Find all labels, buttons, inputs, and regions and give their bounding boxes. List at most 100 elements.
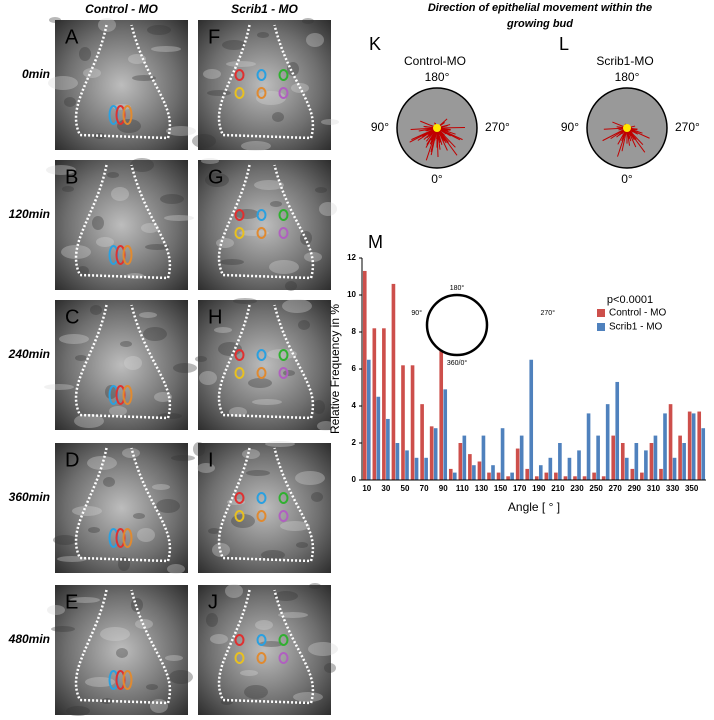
tissue-texture (214, 327, 232, 333)
tissue-texture (222, 40, 246, 50)
tissue-texture (74, 414, 104, 428)
tracked-cell (256, 349, 267, 361)
tracked-cell (278, 87, 289, 99)
tissue-texture (285, 281, 297, 291)
tissue-texture (46, 165, 76, 175)
tracked-cell (278, 367, 289, 379)
tissue-texture (207, 90, 231, 96)
tissue-texture (225, 584, 243, 598)
tissue-texture (261, 550, 285, 560)
y-tick-label: 12 (347, 253, 356, 262)
tissue-texture (150, 699, 168, 713)
tissue-texture (92, 216, 104, 230)
bar (472, 465, 476, 480)
row-label: 360min (9, 490, 50, 504)
tissue-texture (272, 112, 284, 122)
bar (554, 472, 558, 480)
bar (548, 457, 553, 480)
bar (410, 365, 415, 480)
tracked-cell (278, 652, 289, 664)
bar (372, 328, 377, 480)
tissue-texture (51, 626, 75, 632)
bar (668, 404, 673, 480)
tracked-cell (278, 510, 289, 522)
tissue-texture (206, 613, 218, 627)
annotation: p<0.0001 (607, 294, 653, 306)
tracked-cell (256, 510, 267, 522)
inset-label: 90° (411, 309, 422, 317)
bar (601, 476, 606, 480)
tracked-cell (234, 209, 245, 221)
x-tick-label: 70 (420, 484, 429, 493)
x-tick-label: 130 (475, 484, 489, 493)
tissue-texture (117, 119, 141, 133)
tissue-texture (319, 202, 337, 216)
tissue-texture (109, 406, 127, 416)
tissue-texture (147, 25, 171, 35)
x-tick-label: 270 (609, 484, 623, 493)
tissue-texture (306, 33, 324, 47)
y-tick-label: 0 (352, 475, 357, 484)
angle-label: 270° (675, 120, 700, 134)
tissue-texture (197, 463, 215, 473)
bar (366, 359, 371, 480)
bar (596, 435, 600, 480)
bar (515, 448, 520, 480)
bar (659, 468, 663, 480)
x-tick-label: 290 (628, 484, 642, 493)
bud-outline (74, 447, 172, 563)
tissue-texture (85, 677, 115, 687)
rose-center (623, 124, 631, 132)
y-tick-label: 10 (347, 290, 356, 299)
bud-outline (74, 589, 172, 705)
tissue-texture (111, 187, 129, 201)
x-tick-label: 150 (494, 484, 508, 493)
x-tick-label: 330 (666, 484, 680, 493)
bar (491, 465, 495, 480)
bar (649, 443, 654, 480)
tissue-texture (317, 421, 335, 431)
tracked-cell (234, 652, 245, 664)
x-tick-label: 250 (589, 484, 603, 493)
panel-letter: K (369, 34, 381, 54)
tissue-texture (218, 342, 242, 356)
tracked-cell (122, 105, 133, 125)
bar (420, 404, 424, 480)
tissue-texture (298, 320, 310, 330)
panel-letter: D (65, 449, 79, 471)
tracked-cell (234, 349, 245, 361)
rose-center (433, 124, 441, 132)
bar (691, 413, 696, 480)
tissue-texture (280, 521, 310, 531)
tissue-texture (269, 260, 299, 274)
bar (538, 465, 543, 480)
panel-letter: E (65, 591, 78, 613)
tracked-cell (278, 492, 289, 504)
y-tick-label: 8 (352, 327, 357, 336)
x-tick-label: 350 (685, 484, 699, 493)
tissue-texture (87, 456, 117, 470)
panel-letter: G (208, 166, 224, 188)
tissue-texture (256, 91, 286, 105)
tissue-texture (130, 158, 154, 172)
tissue-texture (62, 186, 74, 192)
tracked-cell (122, 528, 133, 548)
bar (577, 450, 581, 480)
bar (567, 457, 572, 480)
tissue-texture (107, 172, 119, 178)
legend-swatch (597, 309, 605, 317)
tissue-texture (98, 18, 116, 32)
tissue-texture (167, 564, 185, 574)
tissue-texture (283, 370, 295, 376)
tracked-cell (234, 367, 245, 379)
tissue-texture (57, 556, 87, 562)
bar (624, 457, 629, 480)
bar (391, 283, 396, 480)
tissue-texture (72, 506, 102, 516)
y-tick-label: 6 (352, 364, 357, 373)
bar (653, 435, 658, 480)
bud-outline (217, 24, 315, 140)
tissue-texture (240, 670, 258, 676)
tissue-texture (165, 655, 183, 661)
